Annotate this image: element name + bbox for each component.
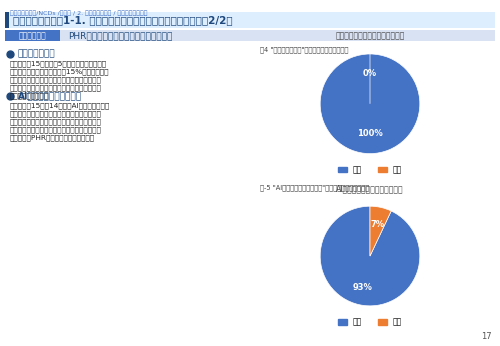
Wedge shape bbox=[370, 206, 391, 256]
Text: 調査対象者15名中14名は、AIによる各個人の: 調査対象者15名中14名は、AIによる各個人の bbox=[10, 102, 110, 109]
Text: していないPHR利用者で顕著であった。: していないPHR利用者で顕著であった。 bbox=[10, 134, 95, 140]
Text: 図4 "投薬リマインド"機能に関するアンケート: 図4 "投薬リマインド"機能に関するアンケート bbox=[260, 46, 348, 53]
Text: 93%: 93% bbox=[353, 283, 373, 292]
Text: 図-5 "AIによる医療アドバイス"機能に関するアンケート: 図-5 "AIによる医療アドバイス"機能に関するアンケート bbox=[260, 184, 369, 191]
Title: AI医療アドバイスに対する興味: AI医療アドバイスに対する興味 bbox=[336, 184, 404, 193]
FancyBboxPatch shape bbox=[5, 30, 495, 41]
Text: ており、他の患者に比べて約15%薬局へ足を運: ており、他の患者に比べて約15%薬局へ足を運 bbox=[10, 68, 110, 75]
Legend: あり, なし: あり, なし bbox=[335, 314, 405, 329]
Text: 0%: 0% bbox=[363, 70, 377, 79]
Wedge shape bbox=[320, 206, 420, 306]
Text: AIによる医療アドバイス: AIによる医療アドバイス bbox=[18, 91, 82, 100]
Text: 17: 17 bbox=[482, 332, 492, 341]
Text: 医療データから想定される健康状況に応じて次: 医療データから想定される健康状況に応じて次 bbox=[10, 110, 102, 117]
FancyBboxPatch shape bbox=[5, 12, 495, 28]
Text: 100%: 100% bbox=[357, 129, 383, 138]
Text: 調査タイトル: 調査タイトル bbox=[18, 31, 46, 40]
Wedge shape bbox=[320, 54, 420, 154]
FancyBboxPatch shape bbox=[5, 30, 60, 41]
Text: 投薬リマインド: 投薬リマインド bbox=[18, 49, 56, 58]
Text: 7%: 7% bbox=[370, 220, 384, 229]
Text: して、強い興味を示した。特に慢性疾患に罹患: して、強い興味を示した。特に慢性疾患に罹患 bbox=[10, 126, 102, 133]
FancyBboxPatch shape bbox=[5, 12, 9, 28]
Text: のアクションのアドバイスが得られることに対: のアクションのアドバイスが得られることに対 bbox=[10, 118, 102, 125]
Text: PHR利用者に対する新規機能に係る調査: PHR利用者に対する新規機能に係る調査 bbox=[68, 31, 172, 40]
Text: バングラデシュ/NCDs /アプリ / 2. 医療・公衆衛生 / 医療技術・ニーズ: バングラデシュ/NCDs /アプリ / 2. 医療・公衆衛生 / 医療技術・ニー… bbox=[10, 10, 147, 16]
Text: を適切かつ継続的に行う事の難しさを感じてい: を適切かつ継続的に行う事の難しさを感じてい bbox=[10, 84, 102, 91]
Text: ることが分かった。: ることが分かった。 bbox=[10, 92, 50, 99]
Legend: あり, なし: あり, なし bbox=[335, 162, 405, 177]
Title: 投薬リマインド機能に対する興味: 投薬リマインド機能に対する興味 bbox=[336, 32, 404, 41]
Text: 【実証調査活動】1-1. 利用者（患者）のニーズ調査　調査結果（2/2）: 【実証調査活動】1-1. 利用者（患者）のニーズ調査 調査結果（2/2） bbox=[13, 15, 232, 25]
Text: 調査対象者15名の内、5名は慢性疾患に罹患し: 調査対象者15名の内、5名は慢性疾患に罹患し bbox=[10, 60, 107, 67]
Text: ぶ頻度が高い。また、飲み忘れの理由から服薬: ぶ頻度が高い。また、飲み忘れの理由から服薬 bbox=[10, 76, 102, 83]
